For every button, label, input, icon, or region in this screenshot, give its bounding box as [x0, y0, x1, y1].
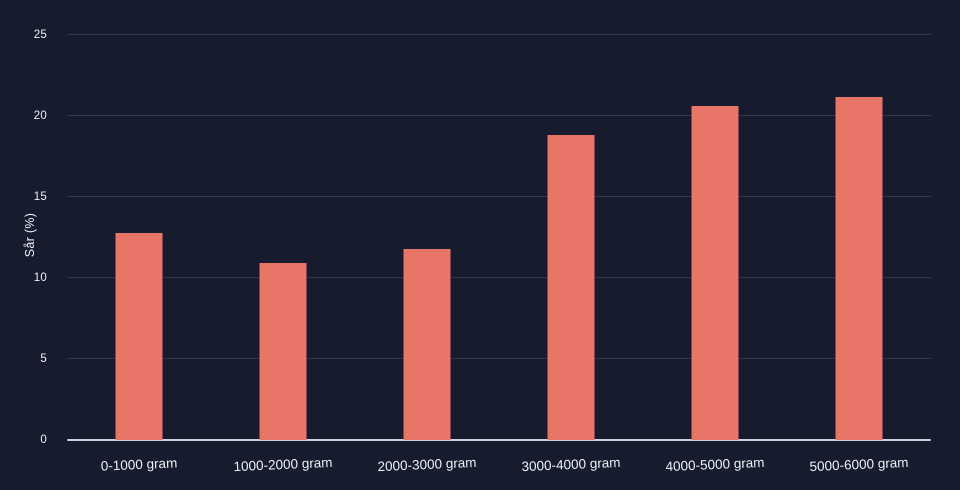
bars-layer: [67, 35, 931, 440]
gridline: [67, 196, 931, 197]
x-category-label: 3000-4000 gram: [521, 454, 621, 475]
bar: [547, 135, 595, 440]
y-tick-label: 15: [33, 191, 47, 203]
bar-slot: [67, 35, 211, 440]
x-category-label: 1000-2000 gram: [233, 454, 333, 475]
y-tick-labels: 0 5 10 15 20 25: [0, 29, 57, 446]
plot-area: [67, 34, 931, 441]
y-tick-label: 0: [40, 434, 47, 446]
y-tick-label: 10: [33, 272, 47, 284]
bar-slot: [787, 35, 931, 440]
bar-slot: [211, 35, 355, 440]
bar: [691, 106, 739, 440]
bar: [259, 263, 307, 440]
x-category-label: 5000-6000 gram: [809, 454, 909, 475]
y-tick-label: 5: [40, 353, 47, 365]
gridline: [67, 115, 931, 116]
x-axis-line: [67, 439, 931, 441]
x-category-label: 2000-3000 gram: [377, 454, 477, 475]
x-category-labels: 0-1000 gram 1000-2000 gram 2000-3000 gram 3…: [67, 451, 931, 483]
bar-slot: [355, 35, 499, 440]
y-tick-label: 20: [33, 110, 47, 122]
gridline: [67, 277, 931, 278]
bar: [115, 232, 163, 440]
gridline: [67, 358, 931, 359]
x-category-label: 4000-5000 gram: [665, 454, 765, 475]
x-category-label: 0-1000 gram: [100, 455, 178, 474]
bar: [835, 96, 883, 440]
gridline: [67, 34, 931, 35]
bar: [403, 248, 451, 440]
bar-slot: [643, 35, 787, 440]
y-tick-label: 25: [33, 29, 47, 41]
bar-slot: [499, 35, 643, 440]
